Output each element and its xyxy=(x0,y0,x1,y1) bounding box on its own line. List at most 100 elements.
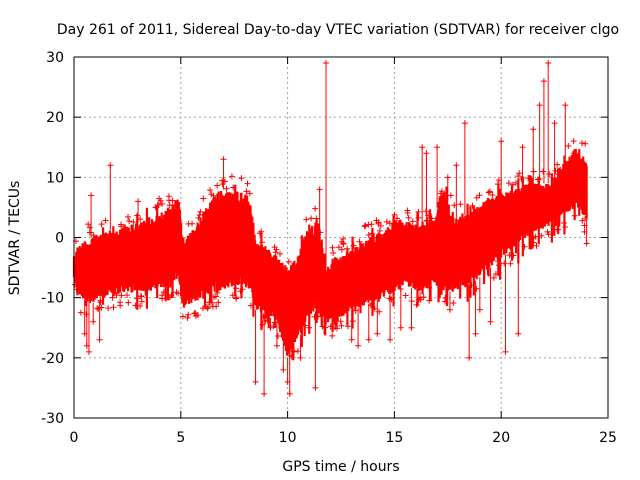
data-point xyxy=(404,207,411,214)
outlier-point xyxy=(96,336,103,343)
data-point xyxy=(507,260,514,267)
outlier-point xyxy=(90,318,97,325)
data-point xyxy=(570,138,577,145)
data-point xyxy=(555,171,562,178)
data-point xyxy=(428,215,435,222)
outlier-point xyxy=(583,240,590,247)
outlier-point xyxy=(273,342,280,349)
outlier-point xyxy=(476,306,483,313)
data-point xyxy=(532,233,539,240)
data-point xyxy=(441,298,448,305)
data-point xyxy=(340,240,347,247)
data-point xyxy=(581,222,588,229)
outlier-point xyxy=(536,102,543,109)
data-point xyxy=(368,300,375,307)
data-point xyxy=(538,232,545,239)
data-point xyxy=(426,284,433,291)
data-point xyxy=(264,317,271,324)
data-point xyxy=(246,190,253,197)
data-point xyxy=(197,208,204,215)
data-point xyxy=(388,296,395,303)
data-point xyxy=(271,319,278,326)
data-point xyxy=(329,244,336,251)
data-point xyxy=(98,221,105,228)
data-point xyxy=(110,304,117,311)
y-tick-label: -10 xyxy=(41,291,64,307)
outlier-point xyxy=(519,144,526,151)
axis-ticks: 0 5 10 15 20 25 30 20 10 0 -10 -20 -30 xyxy=(41,50,617,446)
x-axis-title: GPS time / hours xyxy=(282,459,399,475)
outlier-point xyxy=(570,150,577,157)
x-tick-label: 25 xyxy=(599,430,617,446)
data-point xyxy=(258,228,265,235)
data-point xyxy=(469,202,476,209)
data-point xyxy=(402,292,409,299)
outlier-point xyxy=(545,60,552,67)
outlier-point xyxy=(374,330,381,337)
data-point xyxy=(273,246,280,253)
data-point xyxy=(312,205,319,212)
data-point xyxy=(495,177,502,184)
data-point xyxy=(546,170,553,177)
y-tick-label: 30 xyxy=(46,50,64,66)
outlier-point xyxy=(419,144,426,151)
data-point xyxy=(319,323,326,330)
x-tick-label: 5 xyxy=(176,430,185,446)
data-point xyxy=(581,228,588,235)
data-point xyxy=(270,323,277,330)
data-point xyxy=(289,347,296,354)
outlier-point xyxy=(109,294,116,301)
outlier-point xyxy=(220,156,227,163)
data-point xyxy=(332,323,339,330)
outlier-point xyxy=(551,120,558,127)
chart-title: Day 261 of 2011, Sidereal Day-to-day VTE… xyxy=(57,22,619,38)
data-point xyxy=(215,299,222,306)
data-point xyxy=(223,185,230,192)
data-point xyxy=(124,292,131,299)
data-point xyxy=(132,302,139,309)
data-point xyxy=(137,303,144,310)
data-point xyxy=(371,305,378,312)
data-point xyxy=(423,217,430,224)
outlier-point xyxy=(135,198,142,205)
x-tick-label: 15 xyxy=(385,430,403,446)
outlier-point xyxy=(397,324,404,331)
data-point xyxy=(423,208,430,215)
outlier-point xyxy=(316,186,323,193)
data-point xyxy=(159,200,166,207)
data-point xyxy=(315,313,322,320)
data-point xyxy=(540,168,547,175)
data-point xyxy=(300,237,307,244)
data-point xyxy=(335,244,342,251)
data-point xyxy=(233,295,240,302)
data-point xyxy=(373,217,380,224)
data-point xyxy=(476,192,483,199)
data-point xyxy=(313,215,320,222)
data-point xyxy=(209,299,216,306)
data-point xyxy=(417,296,424,303)
data-point xyxy=(207,187,214,194)
data-point xyxy=(350,242,357,249)
data-point xyxy=(473,285,480,292)
data-point xyxy=(516,170,523,177)
data-point xyxy=(134,212,141,219)
data-point xyxy=(95,305,102,312)
outlier-point xyxy=(365,336,372,343)
data-point xyxy=(352,307,359,314)
data-point xyxy=(557,166,564,173)
outlier-point xyxy=(348,336,355,343)
data-point xyxy=(554,168,561,175)
data-point xyxy=(409,218,416,225)
data-point xyxy=(338,322,345,329)
data-point xyxy=(521,243,528,250)
data-point xyxy=(105,305,112,312)
data-point xyxy=(160,289,167,296)
data-point xyxy=(545,231,552,238)
outlier-point xyxy=(85,348,92,355)
outlier-point xyxy=(355,342,362,349)
data-point xyxy=(468,282,475,289)
x-tick-label: 10 xyxy=(279,430,297,446)
data-point xyxy=(415,214,422,221)
data-point xyxy=(191,310,198,317)
